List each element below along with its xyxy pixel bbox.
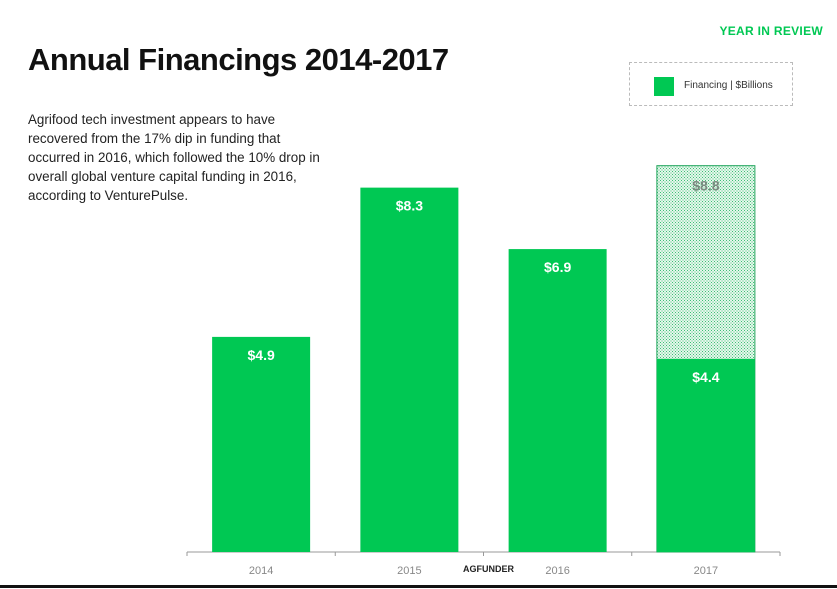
- x-tick-label-2014: 2014: [249, 565, 273, 577]
- bar-2014: [212, 336, 311, 552]
- bottom-rule: [0, 585, 837, 588]
- section-label: YEAR IN REVIEW: [719, 24, 823, 38]
- data-label-2016: $6.9: [544, 259, 571, 275]
- data-label-2014: $4.9: [248, 347, 275, 363]
- description: Agrifood tech investment appears to have…: [28, 112, 320, 203]
- bar-2016: [508, 249, 607, 552]
- bar-2017: [656, 358, 755, 552]
- projected-label-2017: $8.8: [692, 178, 719, 194]
- bar-2015: [360, 187, 459, 552]
- data-label-2017: $4.4: [692, 369, 719, 385]
- agfunder-logo: AGFUNDER: [463, 564, 514, 574]
- page-title: Annual Financings 2014-2017: [28, 42, 449, 77]
- x-tick-label-2015: 2015: [397, 565, 421, 577]
- x-tick-label-2016: 2016: [545, 565, 569, 577]
- x-tick-label-2017: 2017: [694, 565, 718, 577]
- legend-label: Financing | $Billions: [684, 80, 773, 91]
- data-label-2015: $8.3: [396, 198, 423, 214]
- legend: Financing | $Billions: [629, 62, 793, 106]
- legend-swatch: [654, 77, 674, 96]
